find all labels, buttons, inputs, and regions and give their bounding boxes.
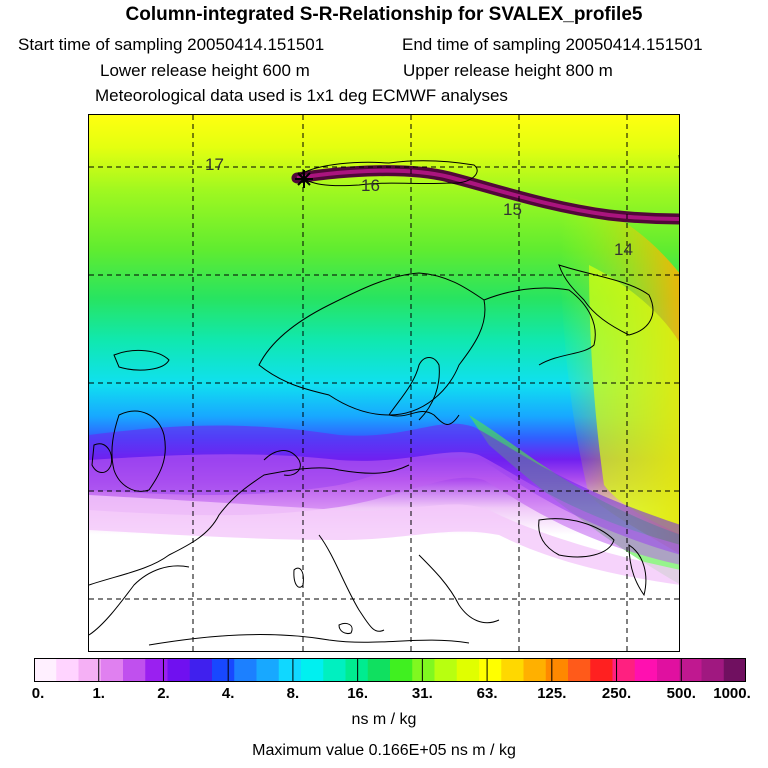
upper-release-height: Upper release height 800 m	[403, 61, 613, 80]
colorbar-swatch	[501, 658, 524, 682]
colorbar-swatch	[234, 658, 257, 682]
colorbar-swatch	[256, 658, 280, 682]
colorbar-swatch	[278, 658, 302, 682]
colorbar	[34, 658, 746, 682]
colorbar-swatch	[568, 658, 591, 682]
track-label-17: 17	[205, 155, 224, 174]
colorbar-swatch	[212, 658, 235, 682]
colorbar-tick-label: 1.	[92, 685, 105, 702]
colorbar-swatch	[634, 658, 658, 682]
colorbar-tick-label: 16.	[347, 685, 369, 702]
sensitivity-map: 17 16 15 14	[88, 114, 680, 652]
colorbar-tick-label: 63.	[476, 685, 498, 702]
maximum-value: Maximum value 0.166E+05 ns m / kg	[252, 742, 516, 759]
colorbar-tick-label: 4.	[221, 685, 235, 702]
colorbar-swatch	[56, 658, 79, 682]
track-label-14: 14	[614, 240, 633, 259]
colorbar-swatch	[679, 658, 702, 682]
colorbar-swatch	[145, 658, 168, 682]
met-data-note: Meteorological data used is 1x1 deg ECMW…	[95, 86, 508, 105]
track-label-16: 16	[361, 176, 380, 195]
end-time: End time of sampling 20050414.151501	[402, 35, 703, 54]
colorbar-tick-label: 500.	[666, 685, 696, 702]
colorbar-tick-label: 2.	[157, 685, 170, 702]
colorbar-swatch	[723, 658, 746, 682]
colorbar-swatch	[345, 658, 369, 682]
colorbar-swatch	[301, 658, 324, 682]
plot-title: Column-integrated S-R-Relationship for S…	[125, 4, 643, 25]
colorbar-tick-label: 250.	[601, 685, 632, 702]
colorbar-swatch	[412, 658, 435, 682]
colorbar-swatch	[123, 658, 146, 682]
colorbar-swatch	[523, 658, 547, 682]
track-label-15: 15	[503, 200, 522, 219]
colorbar-swatch	[167, 658, 191, 682]
colorbar-border	[34, 658, 746, 682]
colorbar-swatch	[701, 658, 725, 682]
colorbar-swatch	[34, 658, 57, 682]
map-canvas: 17 16 15 14	[89, 115, 679, 651]
colorbar-swatch	[367, 658, 391, 682]
colorbar-swatch	[323, 658, 346, 682]
colorbar-tick-label: 125.	[537, 685, 567, 702]
colorbar-swatch	[434, 658, 458, 682]
colorbar-swatch	[545, 658, 569, 682]
start-time: Start time of sampling 20050414.151501	[18, 35, 325, 54]
colorbar-tick-label: 31.	[411, 685, 433, 702]
colorbar-swatch	[612, 658, 636, 682]
colorbar-tick-label: 1000.	[713, 685, 751, 702]
lower-release-height: Lower release height 600 m	[100, 61, 310, 80]
colorbar-swatch	[590, 658, 613, 682]
colorbar-swatch	[189, 658, 213, 682]
colorbar-swatch	[456, 658, 480, 682]
units-label: ns m / kg	[351, 711, 417, 728]
colorbar-tick-label: 8.	[286, 685, 300, 702]
colorbar-swatch	[78, 658, 102, 682]
colorbar-swatch	[657, 658, 680, 682]
colorbar-swatch	[479, 658, 502, 682]
colorbar-swatch	[100, 658, 124, 682]
colorbar-tick-label: 0.	[31, 685, 45, 702]
star-icon	[295, 170, 313, 188]
colorbar-swatch	[390, 658, 413, 682]
